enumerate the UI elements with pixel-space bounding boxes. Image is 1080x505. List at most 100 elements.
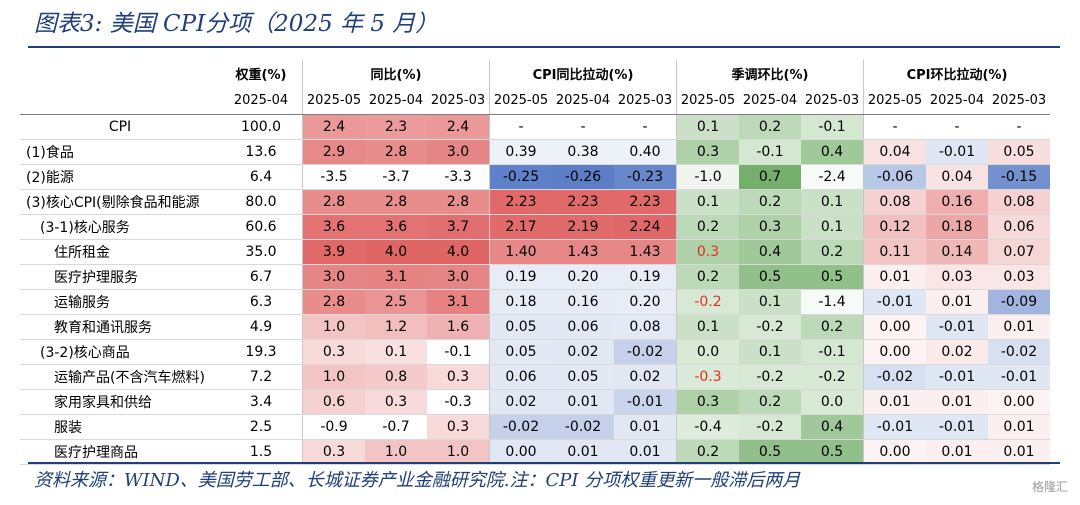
- cell-yoy: -3.3: [427, 164, 490, 190]
- cell-yoy: 0.1: [365, 339, 427, 365]
- cell-mom: 0.1: [739, 339, 801, 365]
- cell-mom: -1.0: [676, 164, 739, 190]
- row-label: (1)食品: [20, 139, 220, 165]
- cell-mom: 0.2: [801, 314, 864, 340]
- cell-mom: -0.4: [676, 414, 739, 440]
- cell-yoy-pull: 0.06: [552, 314, 614, 340]
- cell-yoy: 3.7: [427, 214, 490, 240]
- cell-yoy: 3.0: [427, 264, 490, 290]
- table-row: 家用家具和供给 3.4 0.6 0.3 -0.3 0.02 0.01 -0.01 0.3 0.2 0…: [20, 389, 1050, 415]
- cell-yoy-pull: 0.38: [552, 139, 614, 165]
- cell-yoy-pull: 2.24: [614, 214, 677, 240]
- cell-mom: -0.1: [801, 339, 864, 365]
- cell-yoy-pull: 2.23: [614, 189, 677, 215]
- row-weight: 1.5: [220, 439, 303, 465]
- cell-mom-pull: 0.01: [926, 389, 988, 415]
- cell-mom: 0.2: [739, 189, 801, 215]
- cell-yoy: 0.3: [427, 364, 490, 390]
- cell-yoy-pull: 1.40: [489, 239, 552, 265]
- watermark: 格隆汇: [1031, 480, 1068, 494]
- cell-mom: -2.4: [801, 164, 864, 190]
- cell-yoy: 3.9: [302, 239, 365, 265]
- cell-mom-pull: 0.06: [988, 214, 1050, 240]
- row-weight: 3.4: [220, 389, 303, 415]
- cell-yoy-pull: 2.23: [489, 189, 552, 215]
- row-label: 医疗护理商品: [20, 439, 220, 465]
- cell-yoy: 0.6: [302, 389, 365, 415]
- row-weight: 13.6: [220, 139, 303, 165]
- cell-mom: -0.1: [739, 139, 801, 165]
- table-row: 医疗护理服务 6.7 3.0 3.1 3.0 0.19 0.20 0.19 0.2 0.5 0.5 0…: [20, 264, 1050, 290]
- cell-yoy-pull: 0.19: [614, 264, 677, 290]
- cell-mom: 0.4: [739, 239, 801, 265]
- row-weight: 6.3: [220, 289, 303, 315]
- cell-yoy: -0.3: [427, 389, 490, 415]
- row-weight: 60.6: [220, 214, 303, 240]
- table-row: (2)能源 6.4 -3.5 -3.7 -3.3 -0.25 -0.26 -0.23 -1.0 0…: [20, 164, 1050, 190]
- header-date: 2025-05: [863, 87, 926, 115]
- row-weight: 7.2: [220, 364, 303, 390]
- table-row: (1)食品 13.6 2.9 2.8 3.0 0.39 0.38 0.40 0.3 -0.1 0.4…: [20, 139, 1050, 165]
- header-date: 2025-05: [489, 87, 552, 115]
- cell-yoy: 0.3: [302, 339, 365, 365]
- cell-yoy: 2.9: [302, 139, 365, 165]
- header-date: 2025-04: [926, 87, 988, 115]
- cell-yoy: 3.6: [365, 214, 427, 240]
- cell-mom-pull: 0.01: [988, 439, 1050, 465]
- cell-yoy: 4.0: [365, 239, 427, 265]
- cell-mom: 0.2: [676, 264, 739, 290]
- cell-yoy-pull: -0.25: [489, 164, 552, 190]
- cell-mom-pull: -0.02: [863, 364, 926, 390]
- cell-mom: 0.1: [739, 289, 801, 315]
- cell-mom: -0.2: [739, 364, 801, 390]
- cell-yoy: 2.5: [365, 289, 427, 315]
- cell-yoy-pull: 2.19: [552, 214, 614, 240]
- cell-mom-pull: -0.01: [926, 414, 988, 440]
- cell-yoy: 2.4: [302, 114, 365, 140]
- cell-mom-pull: 0.00: [988, 389, 1050, 415]
- cell-yoy-pull: 0.05: [552, 364, 614, 390]
- cell-yoy-pull: 0.19: [489, 264, 552, 290]
- cell-mom-pull: 0.04: [863, 139, 926, 165]
- row-label: 住所租金: [20, 239, 220, 265]
- cell-mom-pull: 0.07: [988, 239, 1050, 265]
- title-rule: [28, 46, 1060, 48]
- row-label: 教育和通讯服务: [20, 314, 220, 340]
- header-group: CPI同比拉动(%): [489, 60, 677, 87]
- cell-mom-pull: 0.04: [926, 164, 988, 190]
- cell-mom-pull: 0.02: [926, 339, 988, 365]
- table-row: 运输产品(不含汽车燃料) 7.2 1.0 0.8 0.3 0.06 0.05 0.02 -0.3…: [20, 364, 1050, 390]
- cpi-table: 权重(%) 同比(%) CPI同比拉动(%) 季调环比(%) CPI环比拉动(%) 202…: [20, 60, 1050, 465]
- cell-mom: 0.5: [739, 439, 801, 465]
- cell-yoy-pull: -0.02: [614, 339, 677, 365]
- cell-yoy-pull: 0.05: [489, 314, 552, 340]
- row-label: (3-1)核心服务: [20, 214, 220, 240]
- cell-yoy: -3.7: [365, 164, 427, 190]
- cell-mom: 0.1: [676, 114, 739, 140]
- row-label: 家用家具和供给: [20, 389, 220, 415]
- cell-yoy-pull: 0.05: [489, 339, 552, 365]
- cell-yoy-pull: 0.40: [614, 139, 677, 165]
- cell-yoy: 4.0: [427, 239, 490, 265]
- row-label: 服装: [20, 414, 220, 440]
- row-weight: 2.5: [220, 414, 303, 440]
- cell-yoy-pull: -0.02: [489, 414, 552, 440]
- row-label: (2)能源: [20, 164, 220, 190]
- cell-yoy-pull: 0.02: [489, 389, 552, 415]
- row-weight: 80.0: [220, 189, 303, 215]
- cell-mom: 0.2: [739, 389, 801, 415]
- cell-mom: 0.1: [676, 314, 739, 340]
- cell-mom-pull: -0.01: [926, 314, 988, 340]
- header-row-dates: 2025-04 2025-05 2025-04 2025-03 2025-05 2025-…: [20, 87, 1050, 115]
- cell-yoy-pull: 2.23: [552, 189, 614, 215]
- cell-yoy-pull: -0.02: [552, 414, 614, 440]
- cell-mom: 0.1: [801, 214, 864, 240]
- cell-mom: 0.2: [739, 114, 801, 140]
- cell-yoy-pull: 0.18: [489, 289, 552, 315]
- cell-mom-pull: -0.06: [863, 164, 926, 190]
- cell-mom: 0.5: [801, 439, 864, 465]
- cell-mom: 0.2: [676, 439, 739, 465]
- header-date: 2025-03: [427, 87, 490, 115]
- header-label-blank: [20, 60, 220, 87]
- row-label: 运输服务: [20, 289, 220, 315]
